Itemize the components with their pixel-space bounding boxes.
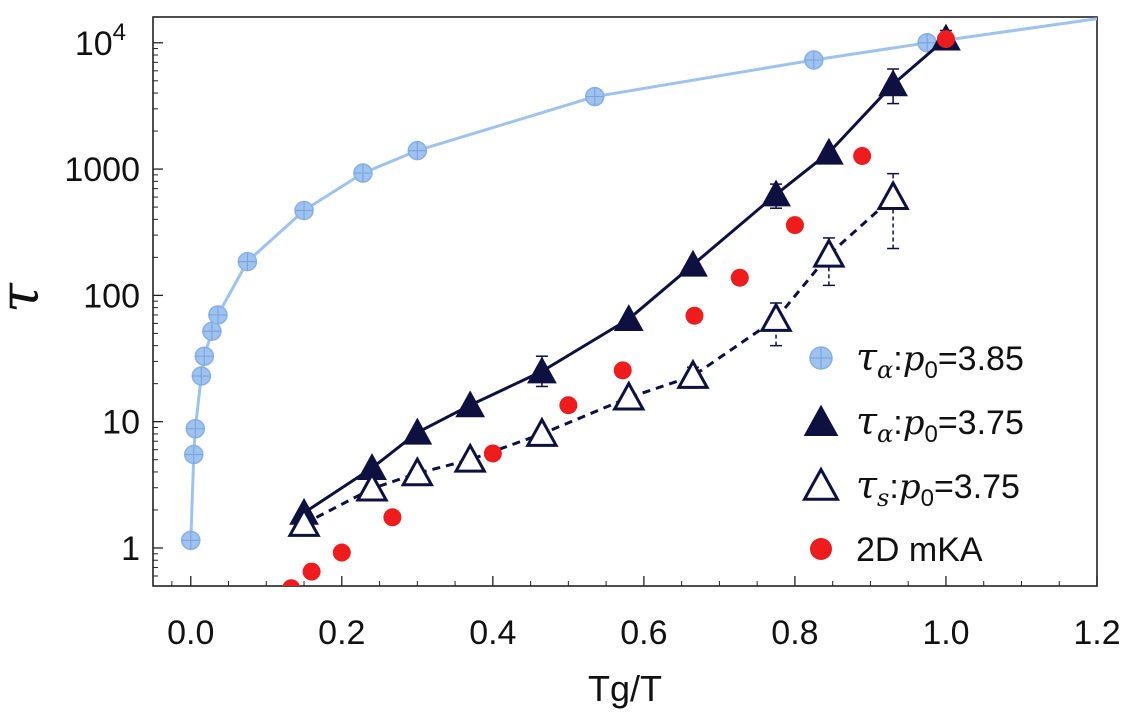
data-point-dot	[613, 361, 632, 380]
legend-subscript: s	[877, 484, 889, 512]
data-point-triangle	[402, 417, 433, 445]
legend-param-subscript: 0	[921, 485, 934, 512]
series-line	[303, 195, 895, 526]
series-2	[287, 172, 910, 537]
data-point-open-triangle	[525, 416, 559, 447]
x-tick-label: 0.0	[167, 614, 214, 652]
x-tick-label: 0.2	[318, 614, 365, 652]
data-point-dot	[302, 562, 321, 581]
series-layer	[181, 17, 1097, 586]
data-point-triangle	[814, 137, 844, 165]
x-tick-labels: 0.0 0.2 0.4 0.6 0.8 1.0 1.2	[167, 614, 1121, 652]
data-point-triangle	[678, 249, 708, 277]
legend-value: =3.75	[938, 404, 1024, 442]
data-point-dot	[282, 579, 300, 586]
y-tick-label: 1000	[64, 151, 140, 189]
series-1	[289, 23, 961, 525]
data-point-triangle	[527, 356, 557, 384]
legend-value: 2D mKA	[856, 531, 983, 569]
data-point-triangle	[761, 179, 791, 207]
data-point-open-triangle	[812, 237, 846, 268]
data-point-triangle	[455, 390, 486, 418]
x-axis-title: Tg/T	[588, 668, 662, 709]
legend-colon: :	[893, 340, 902, 378]
legend-label: 2D mKA	[856, 531, 983, 569]
legend-subscript: α	[877, 420, 893, 448]
data-point-open-triangle	[453, 442, 487, 473]
y-tick-label-base: 100	[83, 277, 140, 315]
legend-param: p	[903, 339, 925, 379]
data-point-dot	[730, 268, 749, 287]
data-point-dot	[332, 543, 351, 562]
legend-symbol: τ	[856, 399, 878, 443]
data-point-open-triangle	[676, 358, 710, 389]
data-point-dot	[559, 396, 578, 415]
data-point-dot	[685, 306, 704, 325]
y-tick-label-exponent: 4	[113, 19, 126, 46]
series-3	[282, 30, 955, 586]
y-tick-label-base: 10	[102, 404, 140, 442]
data-point-triangle	[357, 453, 387, 480]
data-point-triangle	[613, 304, 644, 332]
series-line	[303, 37, 947, 515]
legend-symbol: τ	[856, 335, 878, 379]
legend-value: =3.75	[934, 468, 1020, 506]
x-tick-label: 1.0	[922, 614, 969, 652]
data-point-dot	[785, 216, 804, 235]
y-tick-label: 10	[102, 404, 140, 442]
y-tick-label-base: 10	[75, 25, 113, 63]
legend-colon: :	[889, 468, 898, 506]
legend-entry-2: τs:p0=3.75	[801, 463, 1020, 512]
legend-value: =3.85	[938, 340, 1024, 378]
data-point-triangle	[803, 404, 839, 436]
y-tick-label: 104	[75, 19, 126, 63]
data-point-dot	[810, 538, 832, 560]
legend-param: p	[899, 467, 921, 507]
x-tick-label: 1.2	[1073, 614, 1120, 652]
legend-entry-1: τα:p0=3.75	[803, 399, 1024, 448]
data-point-open-triangle	[612, 380, 646, 411]
x-tick-label: 0.4	[469, 614, 516, 652]
y-tick-label: 100	[83, 277, 140, 315]
data-point-dot	[483, 444, 502, 463]
legend-label: τα:p0=3.75	[856, 399, 1024, 448]
data-point-open-triangle	[759, 301, 793, 332]
x-tick-label: 0.8	[771, 614, 818, 652]
data-point-dot	[853, 146, 872, 165]
x-tick-label: 0.6	[620, 614, 667, 652]
data-point-open-triangle	[287, 506, 321, 537]
data-point-open-triangle	[400, 456, 435, 487]
data-point-open-triangle	[355, 471, 389, 502]
legend-symbol: τ	[856, 463, 878, 507]
legend-entry-0: τα:p0=3.85	[809, 335, 1024, 384]
legend-param-subscript: 0	[924, 421, 937, 448]
data-point-triangle	[878, 69, 908, 97]
data-point-open-triangle	[801, 466, 841, 501]
series-0	[181, 17, 1097, 551]
y-tick-label: 1	[121, 530, 140, 568]
data-point-open-triangle	[876, 179, 910, 210]
data-point-dot	[936, 30, 955, 49]
legend-label: τs:p0=3.75	[856, 463, 1020, 512]
legend-entry-3: 2D mKA	[810, 531, 983, 569]
series-line	[189, 17, 1097, 541]
legend-label: τα:p0=3.85	[856, 335, 1024, 384]
legend-subscript: α	[877, 356, 893, 384]
axis-ticks	[153, 42, 1098, 587]
legend-param: p	[903, 403, 925, 443]
y-axis-title: τ	[0, 282, 51, 313]
legend-colon: :	[893, 404, 902, 442]
legend-param-subscript: 0	[924, 357, 937, 384]
data-point-dot	[383, 508, 402, 527]
y-tick-label-base: 1000	[64, 151, 140, 189]
y-tick-label-base: 1	[121, 530, 140, 568]
